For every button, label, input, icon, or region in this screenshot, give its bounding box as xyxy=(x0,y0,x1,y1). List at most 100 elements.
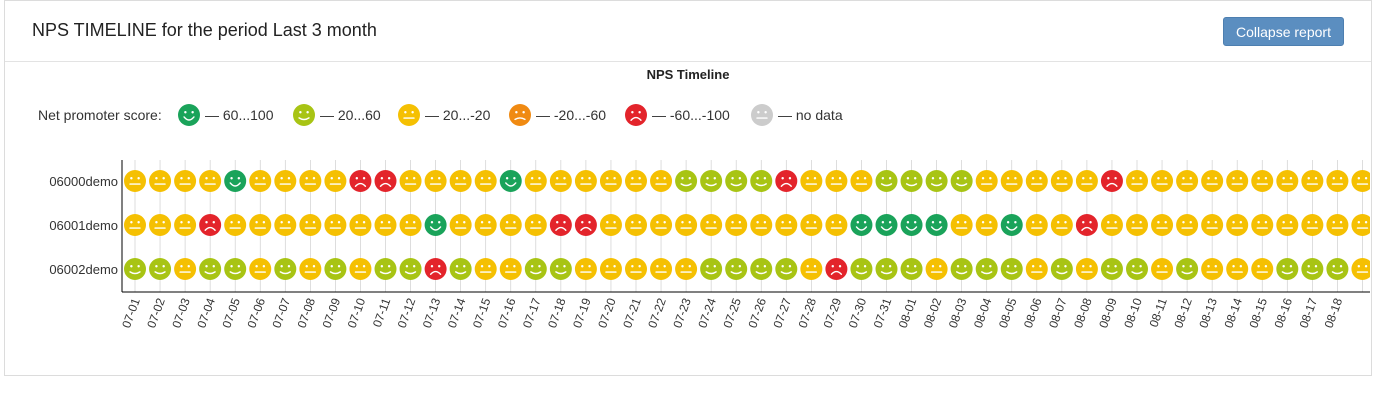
nps-face-06000demo-08-07-icon xyxy=(1050,170,1073,192)
nps-face-06000demo-07-13-icon xyxy=(424,170,447,192)
legend-item-promoter: — 60...100 xyxy=(205,107,274,123)
nps-face-06001demo-07-31-icon xyxy=(875,214,898,236)
x-tick-label: 07-14 xyxy=(445,296,469,330)
nps-face-06000demo-08-05-icon xyxy=(1000,170,1023,192)
x-tick-label: 08-16 xyxy=(1271,296,1295,330)
nps-face-06000demo-07-11-icon xyxy=(374,170,397,192)
nps-face-06002demo-07-18-icon xyxy=(549,258,572,280)
x-tick-label: 07-10 xyxy=(345,296,369,330)
nps-face-06001demo-07-20-icon xyxy=(599,214,622,236)
nps-face-06000demo-07-02-icon xyxy=(149,170,172,192)
nps-face-06000demo-07-19-icon xyxy=(574,170,597,192)
nps-face-06002demo-07-10-icon xyxy=(349,258,372,280)
nps-face-06002demo-07-02-icon xyxy=(149,258,172,280)
x-tick-label: 07-28 xyxy=(796,296,820,330)
x-tick-label: 07-05 xyxy=(219,296,243,330)
nps-face-06001demo-07-22-icon xyxy=(650,214,673,236)
nps-face-06001demo-08-13-icon xyxy=(1201,214,1224,236)
legend-neutral-icon xyxy=(398,104,420,126)
nps-face-06001demo-07-01-icon xyxy=(124,214,146,236)
x-tick-label: 07-23 xyxy=(670,296,694,330)
nps-face-06001demo-07-04-icon xyxy=(199,214,222,236)
x-tick-label: 07-17 xyxy=(520,296,544,330)
nps-face-06001demo-08-12-icon xyxy=(1176,214,1199,236)
nps-face-06001demo-07-12-icon xyxy=(399,214,422,236)
nps-face-06002demo-08-15-icon xyxy=(1251,258,1274,280)
nps-face-06000demo-07-16-icon xyxy=(499,170,522,192)
nps-face-06001demo-07-24-icon xyxy=(700,214,723,236)
nps-face-06000demo-07-24-icon xyxy=(700,170,723,192)
nps-face-06000demo-08-08-icon xyxy=(1075,170,1098,192)
x-tick-label: 08-18 xyxy=(1322,296,1346,330)
nps-face-06000demo-07-10-icon xyxy=(349,170,372,192)
nps-face-06001demo-07-14-icon xyxy=(449,214,472,236)
nps-face-06001demo-08-06-icon xyxy=(1025,214,1048,236)
nps-face-06000demo-07-26-icon xyxy=(750,170,773,192)
nps-face-06001demo-07-08-icon xyxy=(299,214,322,236)
nps-face-06001demo-08-10-icon xyxy=(1126,214,1148,236)
legend-neutral-icon xyxy=(751,104,773,126)
x-tick-label: 07-25 xyxy=(720,296,744,330)
legend-label: Net promoter score: xyxy=(38,107,162,123)
nps-face-06001demo-08-04-icon xyxy=(975,214,998,236)
nps-face-06002demo-07-07-icon xyxy=(274,258,297,280)
x-tick-label: 07-29 xyxy=(821,296,845,330)
nps-face-06000demo-49-icon xyxy=(1351,170,1370,192)
nps-face-06001demo-07-25-icon xyxy=(725,214,748,236)
nps-face-06001demo-07-28-icon xyxy=(800,214,823,236)
nps-face-06002demo-07-06-icon xyxy=(249,258,272,280)
nps-face-06002demo-08-08-icon xyxy=(1075,258,1098,280)
nps-face-06001demo-07-30-icon xyxy=(850,214,873,236)
x-tick-label: 08-07 xyxy=(1046,296,1070,330)
nps-face-06001demo-07-18-icon xyxy=(549,214,572,236)
y-tick-label: 06000demo xyxy=(49,174,118,189)
x-tick-label: 07-03 xyxy=(169,296,193,330)
nps-face-06002demo-07-20-icon xyxy=(599,258,622,280)
y-axis-labels: 06000demo 06001demo 06002demo xyxy=(49,174,118,277)
panel-header: NPS TIMELINE for the period Last 3 month… xyxy=(5,1,1371,62)
nps-face-06001demo-08-03-icon xyxy=(950,214,973,236)
chart-title: NPS Timeline xyxy=(647,67,730,82)
x-tick-label: 08-14 xyxy=(1221,296,1245,330)
nps-face-06002demo-07-04-icon xyxy=(199,258,222,280)
nps-face-06000demo-07-15-icon xyxy=(474,170,497,192)
nps-face-06000demo-07-31-icon xyxy=(875,170,898,192)
nps-face-06001demo-08-15-icon xyxy=(1251,214,1274,236)
nps-face-06002demo-08-07-icon xyxy=(1050,258,1073,280)
nps-face-06000demo-07-25-icon xyxy=(725,170,748,192)
x-tick-label: 07-26 xyxy=(745,296,769,330)
nps-face-06000demo-07-20-icon xyxy=(599,170,622,192)
nps-face-06002demo-08-01-icon xyxy=(900,258,923,280)
nps-face-06002demo-07-13-icon xyxy=(424,258,447,280)
nps-face-06002demo-08-11-icon xyxy=(1151,258,1174,280)
nps-face-06002demo-08-02-icon xyxy=(925,258,948,280)
nps-face-06001demo-08-01-icon xyxy=(900,214,923,236)
x-tick-label: 07-19 xyxy=(570,296,594,330)
legend-happy-icon xyxy=(178,104,200,126)
x-tick-label: 08-12 xyxy=(1171,296,1195,330)
nps-face-06001demo-07-17-icon xyxy=(524,214,547,236)
plot-area xyxy=(124,160,1370,292)
nps-face-06000demo-08-04-icon xyxy=(975,170,998,192)
nps-face-06001demo-07-26-icon xyxy=(750,214,773,236)
legend-frown-icon xyxy=(509,104,531,126)
collapse-report-button[interactable]: Collapse report xyxy=(1223,17,1344,46)
legend-item-detractor: — -60...-100 xyxy=(652,107,730,123)
nps-face-06002demo-08-16-icon xyxy=(1276,258,1299,280)
nps-face-06001demo-07-23-icon xyxy=(675,214,698,236)
nps-face-06000demo-07-14-icon xyxy=(449,170,472,192)
nps-face-06002demo-07-17-icon xyxy=(524,258,547,280)
nps-face-06002demo-07-24-icon xyxy=(700,258,723,280)
nps-face-06000demo-08-01-icon xyxy=(900,170,923,192)
page-title: NPS TIMELINE for the period Last 3 month xyxy=(32,20,377,40)
nps-face-06000demo-07-29-icon xyxy=(825,170,848,192)
nps-face-06002demo-07-31-icon xyxy=(875,258,898,280)
x-tick-label: 07-04 xyxy=(194,296,218,330)
nps-face-06000demo-07-05-icon xyxy=(224,170,247,192)
nps-face-06001demo-07-13-icon xyxy=(424,214,447,236)
nps-face-06002demo-07-12-icon xyxy=(399,258,422,280)
nps-face-06000demo-08-15-icon xyxy=(1251,170,1274,192)
nps-face-06002demo-08-10-icon xyxy=(1126,258,1148,280)
nps-face-06001demo-07-09-icon xyxy=(324,214,347,236)
nps-face-06001demo-08-17-icon xyxy=(1301,214,1324,236)
